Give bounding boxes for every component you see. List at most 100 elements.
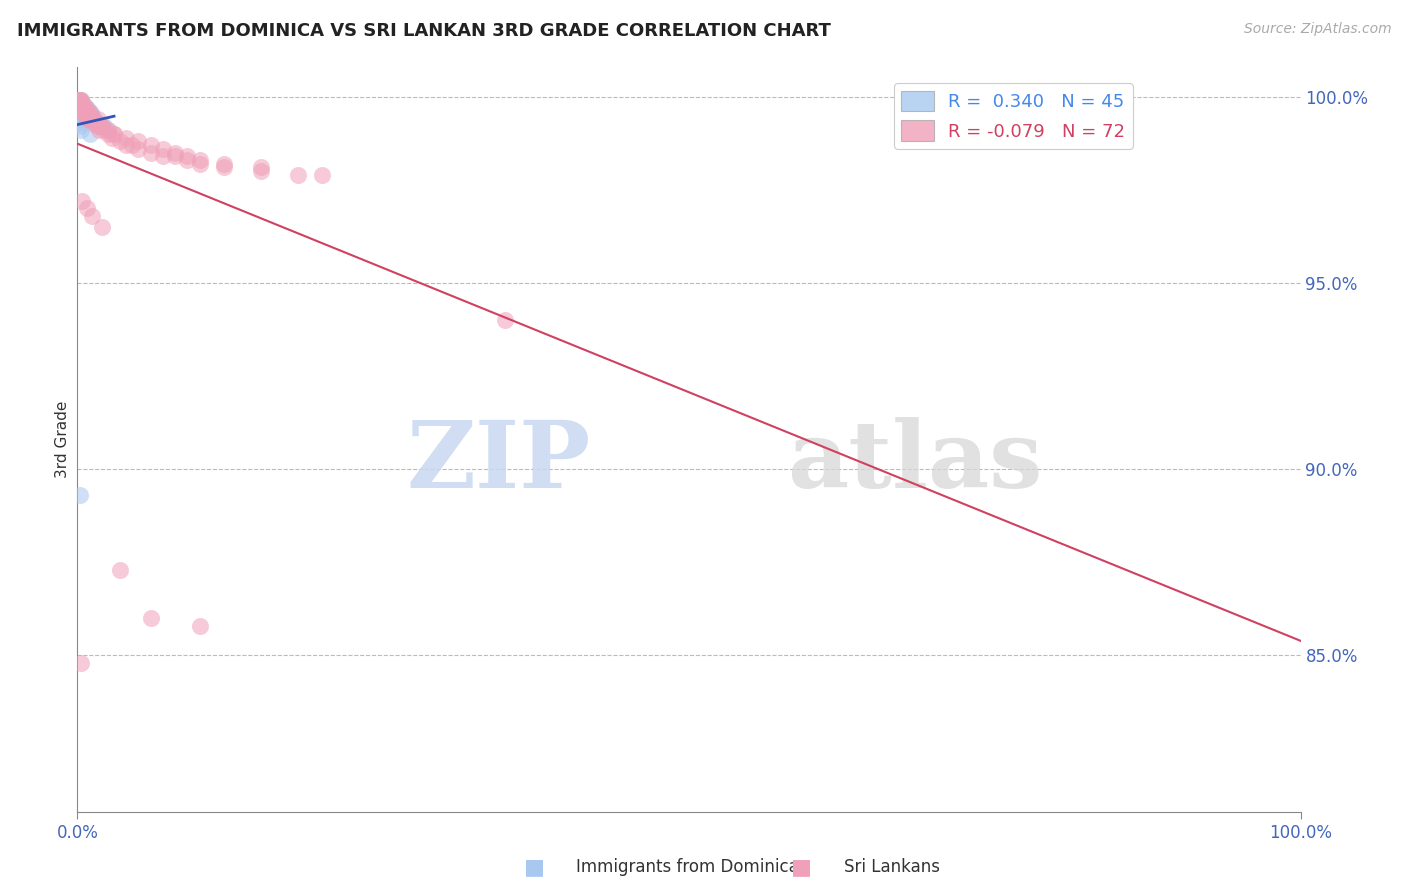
- Point: [72, 104, 94, 119]
- Point: [72, 97, 94, 112]
- Point: [89, 120, 111, 134]
- Text: Immigrants from Dominica: Immigrants from Dominica: [576, 858, 799, 876]
- Point: [70, 101, 93, 115]
- Point: [73, 101, 96, 115]
- Point: [115, 130, 138, 145]
- Point: [87, 112, 110, 126]
- Point: [67, 94, 90, 108]
- Point: [69, 97, 91, 112]
- Point: [67, 94, 90, 108]
- Point: [70, 656, 93, 670]
- Point: [72, 97, 94, 112]
- Point: [73, 104, 96, 119]
- Point: [70, 104, 93, 119]
- Point: [70, 123, 93, 137]
- Point: [70, 97, 93, 112]
- Point: [80, 108, 103, 122]
- Point: [97, 123, 120, 137]
- Text: Sri Lankans: Sri Lankans: [844, 858, 939, 876]
- Point: [70, 104, 93, 119]
- Point: [103, 127, 125, 141]
- Point: [139, 145, 162, 160]
- Point: [139, 138, 162, 153]
- Y-axis label: 3rd Grade: 3rd Grade: [55, 401, 70, 478]
- Point: [75, 108, 97, 122]
- Point: [69, 120, 91, 134]
- Point: [82, 116, 104, 130]
- Point: [79, 112, 101, 126]
- Point: [152, 142, 174, 156]
- Point: [212, 157, 235, 171]
- Point: [80, 112, 103, 126]
- Point: [250, 161, 273, 175]
- Point: [79, 112, 101, 126]
- Text: atlas: atlas: [787, 417, 1042, 507]
- Text: ■: ■: [792, 857, 811, 877]
- Point: [86, 120, 108, 134]
- Point: [76, 101, 98, 115]
- Point: [188, 157, 211, 171]
- Point: [69, 94, 91, 108]
- Point: [73, 104, 96, 119]
- Point: [69, 97, 91, 112]
- Point: [70, 101, 93, 115]
- Point: [76, 112, 98, 126]
- Point: [76, 108, 98, 122]
- Point: [69, 488, 91, 502]
- Point: [75, 101, 97, 115]
- Point: [75, 101, 97, 115]
- Text: ZIP: ZIP: [406, 417, 591, 507]
- Point: [72, 108, 94, 122]
- Point: [77, 104, 100, 119]
- Point: [188, 618, 211, 632]
- Point: [79, 104, 101, 119]
- Point: [69, 108, 91, 122]
- Point: [287, 168, 309, 182]
- Point: [73, 101, 96, 115]
- Point: [69, 94, 91, 108]
- Point: [86, 116, 108, 130]
- Point: [108, 135, 131, 149]
- Text: Source: ZipAtlas.com: Source: ZipAtlas.com: [1244, 22, 1392, 37]
- Point: [250, 164, 273, 178]
- Point: [115, 138, 138, 153]
- Point: [80, 209, 103, 223]
- Point: [77, 108, 100, 122]
- Point: [176, 149, 198, 163]
- Point: [165, 145, 187, 160]
- Point: [188, 153, 211, 167]
- Text: IMMIGRANTS FROM DOMINICA VS SRI LANKAN 3RD GRADE CORRELATION CHART: IMMIGRANTS FROM DOMINICA VS SRI LANKAN 3…: [17, 22, 831, 40]
- Point: [67, 97, 90, 112]
- Point: [70, 94, 93, 108]
- Point: [67, 112, 90, 126]
- Point: [176, 153, 198, 167]
- Point: [93, 120, 115, 134]
- Point: [90, 120, 112, 134]
- Point: [165, 149, 187, 163]
- Point: [87, 116, 110, 130]
- Legend: R =  0.340   N = 45, R = -0.079   N = 72: R = 0.340 N = 45, R = -0.079 N = 72: [894, 83, 1132, 149]
- Point: [212, 161, 235, 175]
- Point: [89, 123, 111, 137]
- Point: [121, 138, 143, 153]
- Point: [67, 116, 90, 130]
- Point: [97, 127, 120, 141]
- Point: [90, 120, 112, 134]
- Point: [70, 97, 93, 112]
- Point: [70, 94, 93, 108]
- Point: [70, 194, 93, 208]
- Point: [128, 135, 150, 149]
- Point: [128, 142, 150, 156]
- Point: [67, 104, 90, 119]
- Point: [75, 108, 97, 122]
- Point: [72, 101, 94, 115]
- Point: [83, 112, 105, 126]
- Point: [100, 130, 122, 145]
- Point: [69, 104, 91, 119]
- Point: [311, 168, 333, 182]
- Point: [77, 112, 100, 126]
- Point: [84, 116, 107, 130]
- Point: [97, 123, 120, 137]
- Point: [93, 123, 115, 137]
- Point: [139, 611, 162, 625]
